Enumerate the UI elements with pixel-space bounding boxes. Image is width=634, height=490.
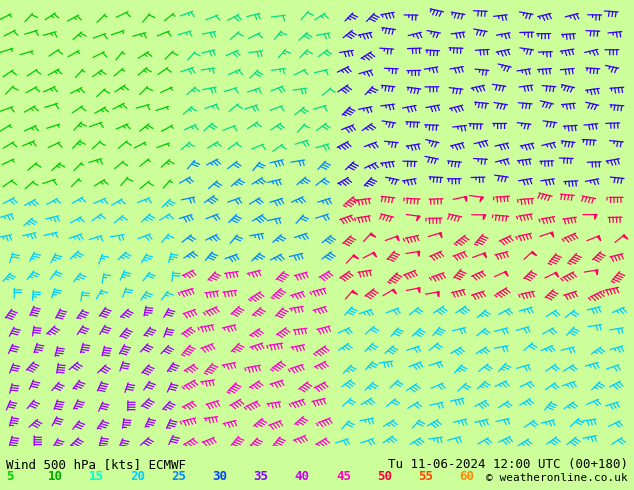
Polygon shape [353,255,359,259]
Text: Tu 11-06-2024 12:00 UTC (00+180): Tu 11-06-2024 12:00 UTC (00+180) [387,458,628,471]
Polygon shape [597,236,601,241]
Polygon shape [483,253,486,258]
Text: 55: 55 [418,470,434,483]
Polygon shape [396,236,399,241]
Polygon shape [596,270,598,275]
Text: 30: 30 [212,470,228,483]
Polygon shape [370,233,376,237]
Text: 25: 25 [171,470,186,483]
Polygon shape [505,271,508,276]
Polygon shape [372,252,377,257]
Polygon shape [352,291,358,294]
Text: 20: 20 [130,470,145,483]
Polygon shape [439,233,442,238]
Text: Wind 500 hPa [kts] ECMWF: Wind 500 hPa [kts] ECMWF [6,458,186,471]
Text: 50: 50 [377,470,392,483]
Text: 15: 15 [89,470,104,483]
Polygon shape [483,215,486,220]
Polygon shape [623,235,628,239]
Polygon shape [437,292,439,297]
Text: 5: 5 [6,470,14,483]
Polygon shape [465,196,467,201]
Polygon shape [531,251,537,256]
Polygon shape [417,216,420,221]
Text: 60: 60 [460,470,475,483]
Polygon shape [595,215,597,220]
Polygon shape [392,289,397,294]
Polygon shape [418,288,420,293]
Text: 40: 40 [295,470,310,483]
Text: 10: 10 [48,470,63,483]
Polygon shape [480,197,483,202]
Text: 45: 45 [336,470,351,483]
Text: 35: 35 [254,470,269,483]
Text: © weatheronline.co.uk: © weatheronline.co.uk [486,473,628,483]
Polygon shape [418,251,420,256]
Polygon shape [551,232,553,237]
Polygon shape [555,272,559,277]
